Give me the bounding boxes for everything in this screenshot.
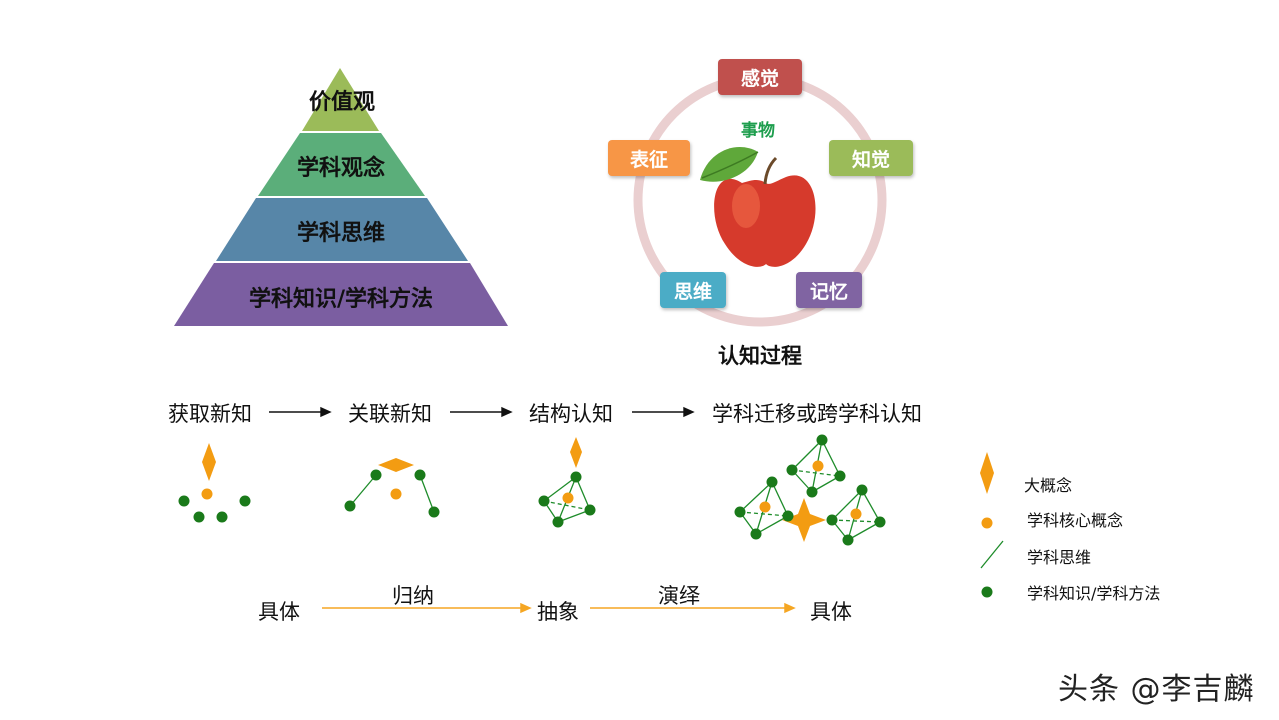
flow-start-label: 具体 bbox=[258, 600, 300, 624]
green-dot-icon bbox=[981, 586, 993, 598]
pyramid-label-values: 价值观 bbox=[308, 90, 376, 115]
cycle-title: 认知过程 bbox=[718, 344, 802, 368]
flow-arrows bbox=[322, 602, 796, 614]
stage-structure-label: 结构认知 bbox=[529, 402, 613, 426]
stage-transfer-figure bbox=[734, 434, 886, 546]
stage-transfer-label: 学科迁移或跨学科认知 bbox=[712, 402, 922, 426]
pyramid-label-thinking: 学科思维 bbox=[296, 221, 386, 246]
watermark: 头条 @李吉麟 bbox=[1058, 672, 1255, 707]
pyramid-level-2 bbox=[258, 133, 425, 196]
legend-big-concept: 大概念 bbox=[1024, 476, 1073, 495]
pyramid-level-3 bbox=[216, 198, 468, 261]
stage-acquire-figure bbox=[178, 443, 251, 523]
stage-acquire-label: 获取新知 bbox=[168, 402, 252, 426]
progression-arrows bbox=[269, 406, 695, 418]
legend-knowledge-method: 学科知识/学科方法 bbox=[1027, 584, 1161, 603]
pyramid-label-concepts: 学科观念 bbox=[296, 156, 386, 181]
pyramid-level-1 bbox=[302, 68, 379, 131]
pyramid-label-knowledge: 学科知识/学科方法 bbox=[248, 287, 434, 312]
legend-subject-thinking: 学科思维 bbox=[1027, 548, 1092, 567]
green-line-icon bbox=[980, 540, 1004, 569]
pyramid-level-4 bbox=[174, 263, 508, 326]
cycle-step-memory: 记忆 bbox=[796, 272, 862, 308]
cycle-center-label: 事物 bbox=[741, 121, 775, 141]
flow-middle-label: 抽象 bbox=[537, 600, 579, 624]
apple-icon bbox=[700, 147, 816, 267]
cycle-step-sensation: 感觉 bbox=[718, 59, 802, 95]
stage-relate-figure bbox=[344, 458, 440, 518]
cycle-step-perception: 知觉 bbox=[829, 140, 913, 176]
cycle-step-representation: 表征 bbox=[608, 140, 690, 176]
flow-deduction-label: 演绎 bbox=[658, 584, 700, 608]
stage-structure-figure bbox=[538, 437, 596, 528]
stage-relate-label: 关联新知 bbox=[348, 402, 432, 426]
orange-dot-icon bbox=[981, 517, 993, 529]
cycle-step-thinking: 思维 bbox=[660, 272, 726, 308]
legend-core-concept: 学科核心概念 bbox=[1027, 511, 1124, 530]
flow-end-label: 具体 bbox=[810, 600, 852, 624]
diamond-icon bbox=[980, 452, 994, 494]
flow-induction-label: 归纳 bbox=[392, 584, 434, 608]
